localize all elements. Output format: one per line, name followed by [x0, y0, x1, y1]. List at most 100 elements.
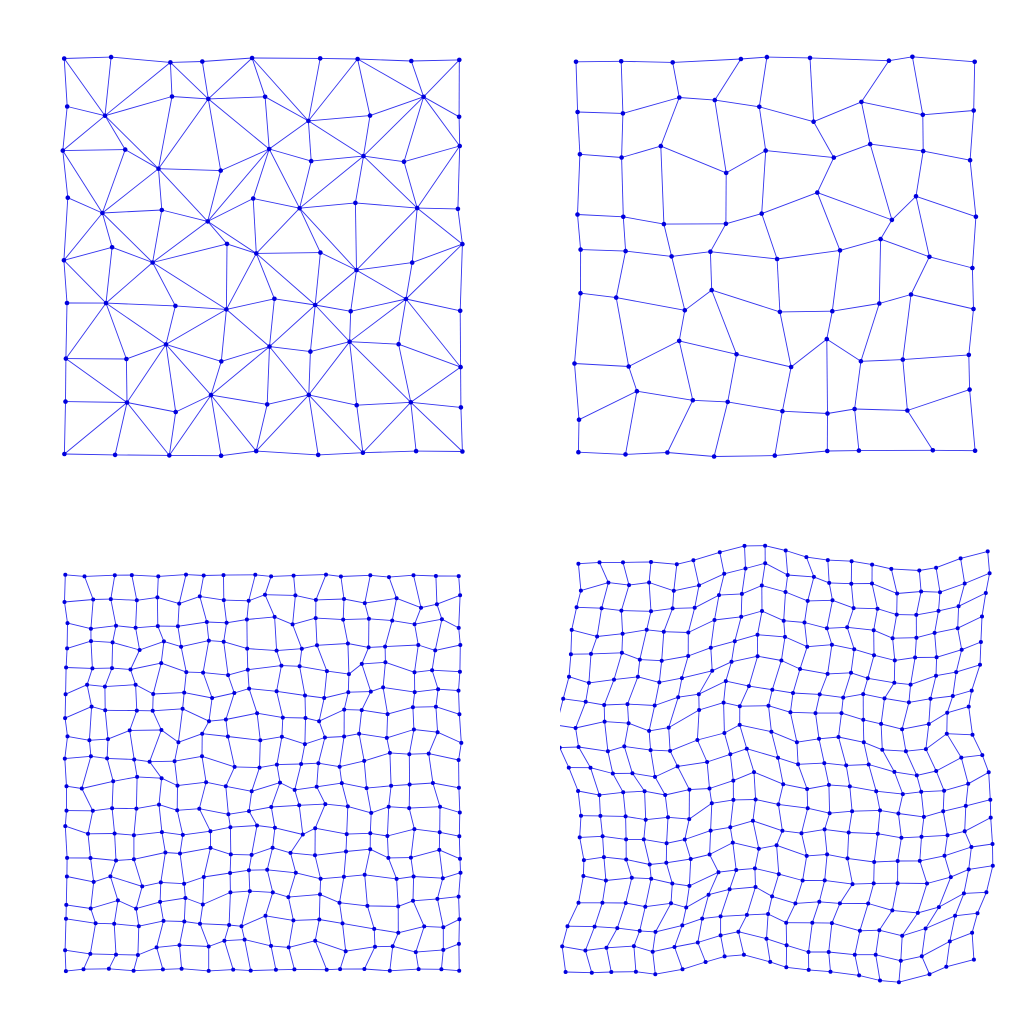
- mesh-edge: [342, 923, 347, 952]
- mesh-edge: [114, 402, 128, 455]
- mesh-node: [103, 708, 108, 713]
- mesh-edge: [62, 150, 103, 214]
- mesh-edge: [66, 785, 82, 789]
- mesh-node: [110, 666, 114, 671]
- mesh-node: [437, 830, 442, 835]
- mesh-edge: [615, 297, 630, 367]
- mesh-node: [365, 903, 370, 908]
- mesh-edge: [346, 806, 349, 835]
- mesh-node: [359, 661, 364, 666]
- mesh-node: [695, 940, 700, 945]
- mesh-edge: [738, 931, 767, 940]
- mesh-node: [728, 825, 733, 830]
- mesh-node: [210, 696, 215, 700]
- mesh-edge: [900, 935, 903, 961]
- mesh-edge: [807, 784, 829, 790]
- mesh-node: [110, 806, 115, 811]
- mesh-edge: [902, 359, 908, 411]
- mesh-edge: [354, 156, 364, 203]
- mesh-edge: [854, 648, 875, 656]
- mesh-node: [246, 868, 251, 873]
- mesh-node: [919, 834, 924, 839]
- mesh-edge: [869, 143, 893, 221]
- mesh-edge: [847, 832, 850, 859]
- mesh-edge: [161, 729, 179, 743]
- mesh-edge: [126, 343, 167, 360]
- mesh-edge: [861, 101, 923, 116]
- mesh-node: [708, 828, 713, 833]
- mesh-node: [700, 916, 705, 921]
- mesh-edge: [371, 806, 389, 814]
- mesh-edge: [179, 945, 183, 969]
- mesh-node: [581, 858, 586, 863]
- mesh-edge: [706, 761, 710, 789]
- mesh-node: [108, 54, 114, 60]
- mesh-node: [106, 966, 111, 971]
- mesh-node: [386, 804, 391, 809]
- mesh-edge: [152, 243, 228, 263]
- mesh-edge: [934, 632, 938, 658]
- mesh-edge: [114, 833, 117, 861]
- mesh-edge: [606, 947, 612, 973]
- mesh-edge: [816, 192, 841, 251]
- mesh-edge: [267, 869, 296, 874]
- mesh-node: [682, 308, 688, 313]
- mesh-edge: [863, 741, 883, 751]
- mesh-node: [156, 166, 161, 171]
- mesh-edge: [366, 905, 375, 930]
- mesh-edge: [584, 926, 596, 951]
- mesh-node: [293, 870, 298, 875]
- mesh-node: [394, 596, 399, 601]
- mesh-edge: [314, 851, 347, 856]
- mesh-edge: [688, 858, 692, 886]
- mesh-edge: [252, 198, 257, 254]
- mesh-edge: [758, 106, 767, 151]
- mesh-edge: [111, 246, 153, 263]
- mesh-edge: [90, 881, 95, 909]
- mesh-edge: [363, 760, 368, 789]
- quad-mesh-deformed-panel: [560, 543, 995, 985]
- mesh-edge: [560, 725, 576, 729]
- mesh-edge: [667, 452, 715, 457]
- mesh-edge: [105, 247, 113, 304]
- mesh-edge: [179, 921, 185, 946]
- mesh-node: [302, 742, 307, 747]
- mesh-edge: [458, 812, 461, 837]
- mesh-edge: [577, 154, 581, 215]
- mesh-node: [717, 550, 722, 555]
- mesh-edge: [178, 574, 187, 604]
- mesh-node: [387, 750, 392, 755]
- mesh-node: [355, 56, 360, 62]
- mesh-edge: [403, 96, 425, 162]
- mesh-node: [155, 624, 160, 629]
- mesh-edge: [711, 289, 737, 355]
- mesh-node: [837, 901, 842, 906]
- mesh-edge: [314, 252, 321, 306]
- mesh-node: [836, 735, 841, 739]
- mesh-edge: [385, 661, 415, 673]
- mesh-edge: [149, 729, 162, 762]
- mesh-edge: [259, 764, 277, 769]
- mesh-edge: [652, 931, 656, 952]
- mesh-node: [852, 647, 857, 652]
- mesh-edge: [458, 627, 461, 646]
- mesh-edge: [759, 106, 814, 123]
- mesh-edge: [104, 115, 126, 150]
- mesh-edge: [201, 61, 209, 99]
- mesh-edge: [681, 670, 713, 679]
- mesh-edge: [632, 772, 656, 778]
- mesh-edge: [935, 657, 938, 676]
- mesh-edge: [875, 930, 880, 955]
- mesh-edge: [579, 815, 582, 838]
- mesh-edge: [780, 636, 786, 661]
- mesh-edge: [86, 684, 93, 707]
- mesh-edge: [398, 343, 461, 368]
- mesh-edge: [832, 599, 854, 609]
- mesh-edge: [299, 665, 327, 672]
- mesh-node: [822, 761, 827, 766]
- mesh-edge: [860, 101, 871, 145]
- mesh-edge: [597, 633, 623, 637]
- mesh-edge: [208, 697, 213, 722]
- mesh-edge: [575, 701, 587, 729]
- mesh-edge: [879, 980, 899, 983]
